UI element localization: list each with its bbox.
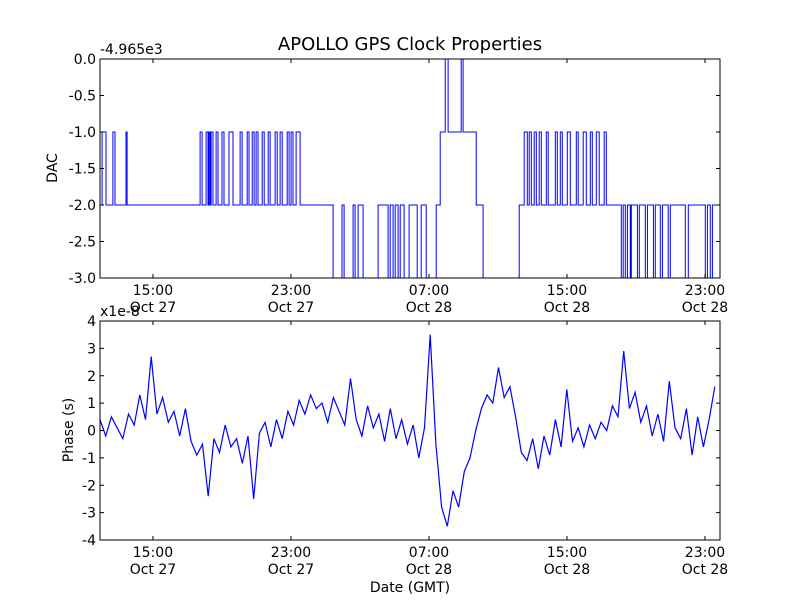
phase-series-line [99, 334, 716, 527]
y-tick-label: -2.5 [69, 235, 96, 251]
x-tick-time-label: 15:00 [547, 545, 587, 561]
x-tick-time-label: 15:00 [133, 283, 173, 299]
x-tick-time-label: 23:00 [685, 545, 725, 561]
x-axis-label: Date (GMT) [370, 580, 450, 596]
x-tick-time-label: 23:00 [271, 283, 311, 299]
y-tick-label: -1 [82, 451, 96, 467]
x-tick-time-label: 23:00 [271, 545, 311, 561]
phase-ylabel: Phase (s) [61, 398, 77, 462]
x-tick-date-label: Oct 27 [268, 562, 314, 578]
x-tick-date-label: Oct 27 [268, 300, 314, 316]
chart-title: APOLLO GPS Clock Properties [278, 34, 542, 55]
dac-series-line [100, 58, 720, 279]
y-tick-label: 4 [87, 314, 96, 330]
y-tick-label: 0 [87, 424, 96, 440]
axes-frame [99, 320, 721, 541]
x-tick-date-label: Oct 27 [130, 562, 176, 578]
y-tick-label: -3 [82, 506, 96, 522]
x-tick-time-label: 15:00 [133, 545, 173, 561]
y-tick-label: -2.0 [69, 198, 96, 214]
y-tick-label: 3 [87, 341, 96, 357]
x-tick-date-label: Oct 27 [130, 300, 176, 316]
y-tick-label: 2 [87, 369, 96, 385]
phase-offset-text: x1e-8 [100, 304, 140, 320]
x-tick-time-label: 07:00 [409, 283, 449, 299]
y-tick-label: -4 [82, 533, 96, 549]
y-tick-label: -2 [82, 478, 96, 494]
x-tick-date-label: Oct 28 [682, 300, 728, 316]
x-tick-date-label: Oct 28 [682, 562, 728, 578]
x-tick-time-label: 07:00 [409, 545, 449, 561]
x-tick-date-label: Oct 28 [406, 300, 452, 316]
y-tick-label: -1.5 [69, 162, 96, 178]
y-tick-label: -1.0 [69, 125, 96, 141]
x-tick-time-label: 15:00 [547, 283, 587, 299]
dac-ylabel: DAC [45, 153, 61, 183]
x-tick-date-label: Oct 28 [544, 300, 590, 316]
x-tick-time-label: 23:00 [685, 283, 725, 299]
x-tick-date-label: Oct 28 [544, 562, 590, 578]
dac-offset-text: -4.965e3 [100, 42, 163, 58]
x-tick-date-label: Oct 28 [406, 562, 452, 578]
y-tick-label: -3.0 [69, 271, 96, 287]
y-tick-label: 1 [87, 396, 96, 412]
y-tick-label: 0.0 [74, 52, 96, 68]
y-tick-label: -0.5 [69, 89, 96, 105]
